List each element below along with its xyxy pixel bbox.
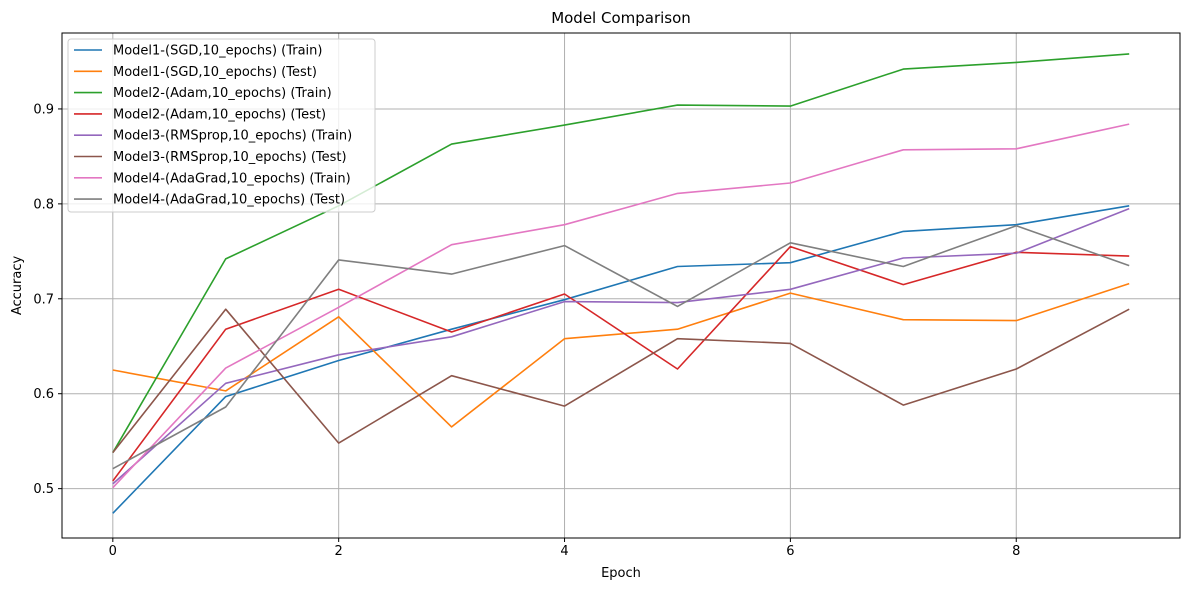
series-line-1 [112, 205, 1130, 514]
axis-ticks: 0 2 4 6 8 0.5 0.6 0.7 0.8 0.9 [33, 102, 1020, 559]
x-tick-label: 4 [560, 544, 568, 559]
series-line-7 [112, 123, 1130, 489]
legend-label-7: Model4-(AdaGrad,10_epochs) (Train) [113, 171, 351, 186]
legend-label-2: Model1-(SGD,10_epochs) (Test) [113, 65, 317, 80]
x-tick-label: 8 [1012, 544, 1020, 559]
y-tick-label: 0.8 [33, 197, 54, 212]
x-axis-label: Epoch [601, 566, 641, 581]
series-lines [112, 53, 1130, 514]
x-tick-label: 6 [786, 544, 794, 559]
y-tick-label: 0.9 [33, 102, 54, 117]
legend-label-6: Model3-(RMSprop,10_epochs) (Test) [113, 150, 347, 165]
series-line-5 [112, 207, 1130, 485]
legend-label-1: Model1-(SGD,10_epochs) (Train) [113, 44, 322, 59]
series-line-3 [112, 53, 1130, 454]
legend-box [67, 38, 376, 213]
chart-title: Model Comparison [551, 9, 691, 27]
legend-label-3: Model2-(Adam,10_epochs) (Train) [113, 86, 332, 101]
x-tick-label: 2 [335, 544, 343, 559]
legend: Model1-(SGD,10_epochs) (Train) Model1-(SG… [67, 38, 376, 213]
series-line-8 [112, 224, 1130, 470]
legend-label-5: Model3-(RMSprop,10_epochs) (Train) [113, 129, 352, 144]
series-line-4 [112, 245, 1130, 482]
y-tick-label: 0.6 [33, 387, 54, 402]
x-tick-label: 0 [109, 544, 117, 559]
y-tick-label: 0.7 [33, 292, 54, 307]
y-tick-label: 0.5 [33, 482, 54, 497]
plot-frame [61, 32, 1181, 539]
legend-label-8: Model4-(AdaGrad,10_epochs) (Test) [113, 193, 345, 208]
series-line-2 [112, 282, 1130, 428]
series-line-6 [112, 308, 1130, 454]
y-axis-label: Accuracy [10, 256, 25, 316]
legend-items: Model1-(SGD,10_epochs) (Train) Model1-(SG… [74, 44, 352, 208]
legend-label-4: Model2-(Adam,10_epochs) (Test) [113, 107, 326, 122]
